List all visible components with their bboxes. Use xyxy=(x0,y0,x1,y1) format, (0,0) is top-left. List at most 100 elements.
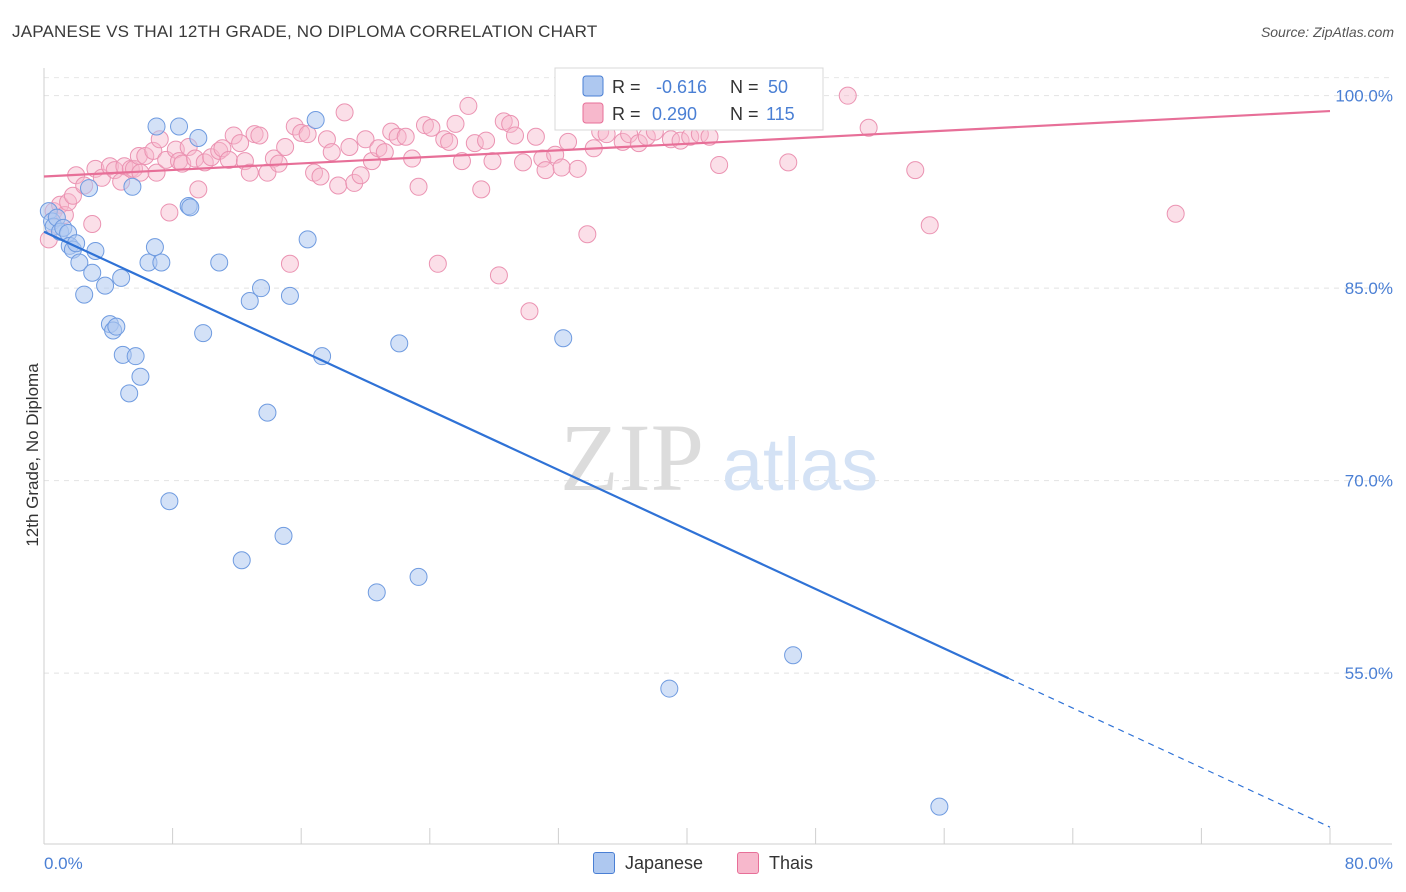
point-thais-57 xyxy=(345,173,364,192)
point-thais-115 xyxy=(1166,204,1185,223)
point-thais-33 xyxy=(210,141,229,160)
point-thais-21 xyxy=(147,163,166,182)
point-japanese-35 xyxy=(210,253,229,272)
point-japanese-26 xyxy=(145,238,164,257)
point-japanese-15 xyxy=(96,276,115,295)
point-japanese-23 xyxy=(126,347,145,366)
point-thais-67 xyxy=(409,177,428,196)
y-axis-label: 12th Grade, No Diploma xyxy=(23,363,42,547)
thais-label: Thais xyxy=(769,852,814,873)
legend-r-value-japanese: -0.616 xyxy=(656,77,707,97)
point-thais-45 xyxy=(276,138,295,156)
point-japanese-52 xyxy=(930,797,949,816)
x-tick-label-0: 0.0% xyxy=(44,854,83,873)
point-japanese-24 xyxy=(131,367,150,386)
point-thais-20 xyxy=(144,141,163,160)
point-thais-37 xyxy=(231,134,250,153)
watermark-zip: ZIP xyxy=(560,404,704,511)
point-thais-88 xyxy=(536,161,555,180)
point-thais-112 xyxy=(859,118,878,137)
point-japanese-13 xyxy=(83,263,102,282)
y-tick-label-2: 85.0% xyxy=(1345,279,1393,298)
point-thais-29 xyxy=(186,149,205,168)
point-japanese-47 xyxy=(409,567,428,586)
legend-n-label-japanese: N = xyxy=(730,77,759,97)
point-thais-12 xyxy=(105,161,124,180)
point-japanese-28 xyxy=(152,253,171,272)
point-thais-84 xyxy=(514,153,533,172)
point-thais-110 xyxy=(779,153,798,172)
watermark: ZIP atlas xyxy=(560,404,878,511)
point-thais-85 xyxy=(520,302,539,321)
point-thais-51 xyxy=(311,167,330,186)
point-thais-80 xyxy=(489,266,508,285)
point-thais-74 xyxy=(452,152,471,171)
point-thais-53 xyxy=(322,143,341,162)
point-japanese-40 xyxy=(274,526,293,545)
point-japanese-33 xyxy=(189,129,208,148)
point-thais-83 xyxy=(505,126,524,145)
point-thais-111 xyxy=(838,86,857,105)
point-thais-71 xyxy=(435,130,454,149)
y-tick-label-1: 70.0% xyxy=(1345,472,1393,491)
point-japanese-39 xyxy=(258,403,277,422)
point-thais-92 xyxy=(568,159,587,178)
point-thais-43 xyxy=(264,149,283,168)
point-thais-59 xyxy=(356,130,375,149)
point-thais-36 xyxy=(224,126,243,145)
japanese-label: Japanese xyxy=(624,852,704,873)
point-thais-70 xyxy=(428,254,447,273)
point-thais-65 xyxy=(396,127,415,146)
series-legend: Japanese Thais xyxy=(0,852,1406,874)
chart-title: JAPANESE VS THAI 12TH GRADE, NO DIPLOMA … xyxy=(12,22,598,41)
point-thais-8 xyxy=(83,215,102,233)
data-points xyxy=(39,86,1185,816)
point-thais-75 xyxy=(459,96,478,115)
trend-line-japanese xyxy=(43,230,1009,680)
legend-swatch-thais xyxy=(582,102,604,124)
point-japanese-37 xyxy=(240,292,259,310)
point-thais-76 xyxy=(465,134,484,153)
trend-line-japanese-extension xyxy=(1008,677,1331,828)
thais-swatch xyxy=(737,852,760,874)
point-thais-55 xyxy=(335,103,354,122)
point-japanese-45 xyxy=(367,583,386,602)
point-japanese-30 xyxy=(170,117,189,136)
point-thais-72 xyxy=(440,132,459,151)
legend-swatch-japanese xyxy=(582,75,604,97)
japanese-swatch xyxy=(592,852,615,874)
point-japanese-18 xyxy=(107,317,126,336)
point-thais-39 xyxy=(240,163,259,182)
point-thais-49 xyxy=(298,125,317,144)
point-thais-48 xyxy=(292,123,311,142)
point-thais-82 xyxy=(501,114,520,133)
legend-n-value-japanese: 50 xyxy=(768,77,788,97)
point-thais-78 xyxy=(477,131,496,150)
legend-r-label-thais: R = xyxy=(612,104,641,124)
point-thais-46 xyxy=(280,254,299,273)
legend-r-label-japanese: R = xyxy=(612,77,641,97)
x-tick-label-1: 80.0% xyxy=(1345,854,1393,873)
point-thais-114 xyxy=(920,216,939,235)
tick-labels: 55.0% 70.0% 85.0% 100.0% 0.0% 80.0% xyxy=(44,87,1393,873)
point-japanese-36 xyxy=(232,551,251,570)
point-thais-93 xyxy=(578,225,597,244)
series-legend-thais[interactable]: Thais xyxy=(737,852,813,874)
point-japanese-29 xyxy=(160,492,179,511)
axes xyxy=(43,68,1392,845)
point-japanese-21 xyxy=(120,384,139,403)
point-japanese-27 xyxy=(147,117,166,136)
point-thais-69 xyxy=(422,118,441,137)
point-japanese-10 xyxy=(70,253,89,272)
point-thais-56 xyxy=(340,138,359,156)
point-thais-30 xyxy=(189,180,208,199)
series-legend-japanese[interactable]: Japanese xyxy=(592,852,704,874)
point-japanese-14 xyxy=(86,241,105,260)
y-tick-label-3: 100.0% xyxy=(1335,87,1393,106)
point-thais-86 xyxy=(526,127,545,146)
point-japanese-19 xyxy=(112,268,131,287)
point-thais-109 xyxy=(710,155,729,174)
point-thais-24 xyxy=(160,203,179,222)
point-japanese-12 xyxy=(80,179,99,198)
point-japanese-22 xyxy=(123,177,142,196)
